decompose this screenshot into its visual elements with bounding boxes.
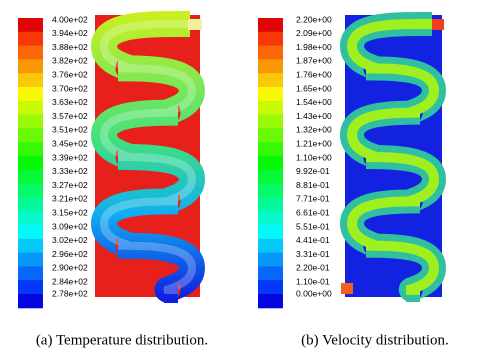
inlet [188, 19, 202, 30]
inlet [432, 19, 444, 30]
colorbar-swatch [258, 169, 283, 185]
colorbar-swatch [258, 87, 283, 102]
colorbar-label: 2.09e+00 [296, 28, 332, 38]
colorbar-label: 3.21e+02 [52, 194, 88, 204]
colorbar-label: 2.20e-01 [296, 263, 330, 273]
colorbar-swatch [18, 73, 43, 88]
colorbar-swatch [18, 87, 43, 102]
colorbar-label: 7.71e-01 [296, 194, 330, 204]
colorbar-label: 1.32e+00 [296, 125, 332, 135]
colorbar-label: 1.54e+00 [296, 97, 332, 107]
colorbar-label: 3.33e+02 [52, 166, 88, 176]
colorbar-label: 3.63e+02 [52, 97, 88, 107]
colorbar-label: 1.10e+00 [296, 152, 332, 162]
caption: (a) Temperature distribution. [36, 332, 208, 348]
colorbar-label: 8.81e-01 [296, 180, 330, 190]
colorbar-label: 3.27e+02 [52, 180, 88, 190]
colorbar-label: 1.87e+00 [296, 56, 332, 66]
colorbar-swatch [258, 128, 283, 143]
colorbar-swatch [18, 45, 43, 60]
colorbar-swatch [258, 45, 283, 60]
colorbar-swatch [258, 73, 283, 88]
colorbar-label: 1.98e+00 [296, 42, 332, 52]
colorbar-label: 2.84e+02 [52, 276, 88, 286]
colorbar-label: 3.88e+02 [52, 42, 88, 52]
colorbar-label: 3.51e+02 [52, 125, 88, 135]
colorbar-swatch [18, 114, 43, 129]
colorbar-swatch [258, 280, 283, 295]
colorbar-swatch [18, 59, 43, 74]
colorbar-swatch [18, 294, 43, 309]
colorbar-label: 3.02e+02 [52, 235, 88, 245]
colorbar-swatch [258, 211, 283, 226]
flow-core [346, 19, 440, 295]
flow-core [99, 20, 197, 294]
colorbar-swatch [18, 225, 43, 240]
colorbar-label: 4.41e-01 [296, 235, 330, 245]
colorbar-swatch [18, 280, 43, 295]
colorbar-swatch [18, 266, 43, 281]
colorbar-swatch [18, 252, 43, 267]
colorbar-label: 2.90e+02 [52, 263, 88, 273]
colorbar-swatch [258, 183, 283, 198]
colorbar-label: 0.00e+00 [296, 288, 332, 298]
colorbar-label: 2.20e+00 [296, 14, 332, 24]
colorbar-label: 4.00e+02 [52, 14, 88, 24]
velocity-panel [339, 12, 447, 302]
colorbar-label: 2.96e+02 [52, 249, 88, 259]
colorbar-swatch [18, 142, 43, 157]
colorbar-label: 5.51e-01 [296, 221, 330, 231]
colorbar-swatch [258, 18, 283, 33]
colorbar-swatch [258, 225, 283, 240]
colorbar-swatch [258, 238, 283, 254]
colorbar-label: 3.39e+02 [52, 152, 88, 162]
colorbar-label: 3.45e+02 [52, 138, 88, 148]
colorbar-label: 3.15e+02 [52, 207, 88, 217]
colorbar-label: 3.09e+02 [52, 221, 88, 231]
colorbar-swatch [18, 128, 43, 143]
colorbar-label: 3.76e+02 [52, 69, 88, 79]
colorbar-swatch [258, 294, 283, 309]
colorbar-swatch [258, 114, 283, 129]
colorbar-label: 9.92e-01 [296, 166, 330, 176]
outlet [341, 283, 353, 294]
colorbar-swatch [18, 197, 43, 212]
colorbar-label: 1.43e+00 [296, 111, 332, 121]
colorbar-swatch [18, 18, 43, 33]
colorbar-swatch [18, 169, 43, 185]
colorbar-swatch [18, 211, 43, 226]
colorbar-swatch [18, 156, 43, 171]
colorbar-label: 3.57e+02 [52, 111, 88, 121]
colorbar-swatch [258, 142, 283, 157]
colorbar-swatch [258, 156, 283, 171]
colorbar-swatch [18, 183, 43, 198]
colorbar-label: 3.82e+02 [52, 56, 88, 66]
colorbar-label: 1.65e+00 [296, 83, 332, 93]
colorbar-swatch [258, 31, 283, 47]
temperature-panel [90, 11, 206, 303]
colorbar-swatch [18, 31, 43, 47]
colorbar-swatch [258, 197, 283, 212]
colorbar-swatch [258, 100, 283, 116]
colorbar-swatch [18, 100, 43, 116]
colorbar-label: 6.61e-01 [296, 207, 330, 217]
flow-stream [90, 11, 206, 303]
colorbar-label: 1.76e+00 [296, 69, 332, 79]
colorbar-label: 1.21e+00 [296, 138, 332, 148]
colorbar-label: 3.70e+02 [52, 83, 88, 93]
colorbar-swatch [18, 238, 43, 254]
colorbar-label: 3.94e+02 [52, 28, 88, 38]
colorbar-label: 2.78e+02 [52, 288, 88, 298]
colorbar-label: 1.10e-01 [296, 276, 330, 286]
colorbar-label: 3.31e-01 [296, 249, 330, 259]
colorbar-swatch [258, 252, 283, 267]
colorbar-swatch [258, 266, 283, 281]
caption: (b) Velocity distribution. [301, 332, 449, 348]
colorbar-swatch [258, 59, 283, 74]
